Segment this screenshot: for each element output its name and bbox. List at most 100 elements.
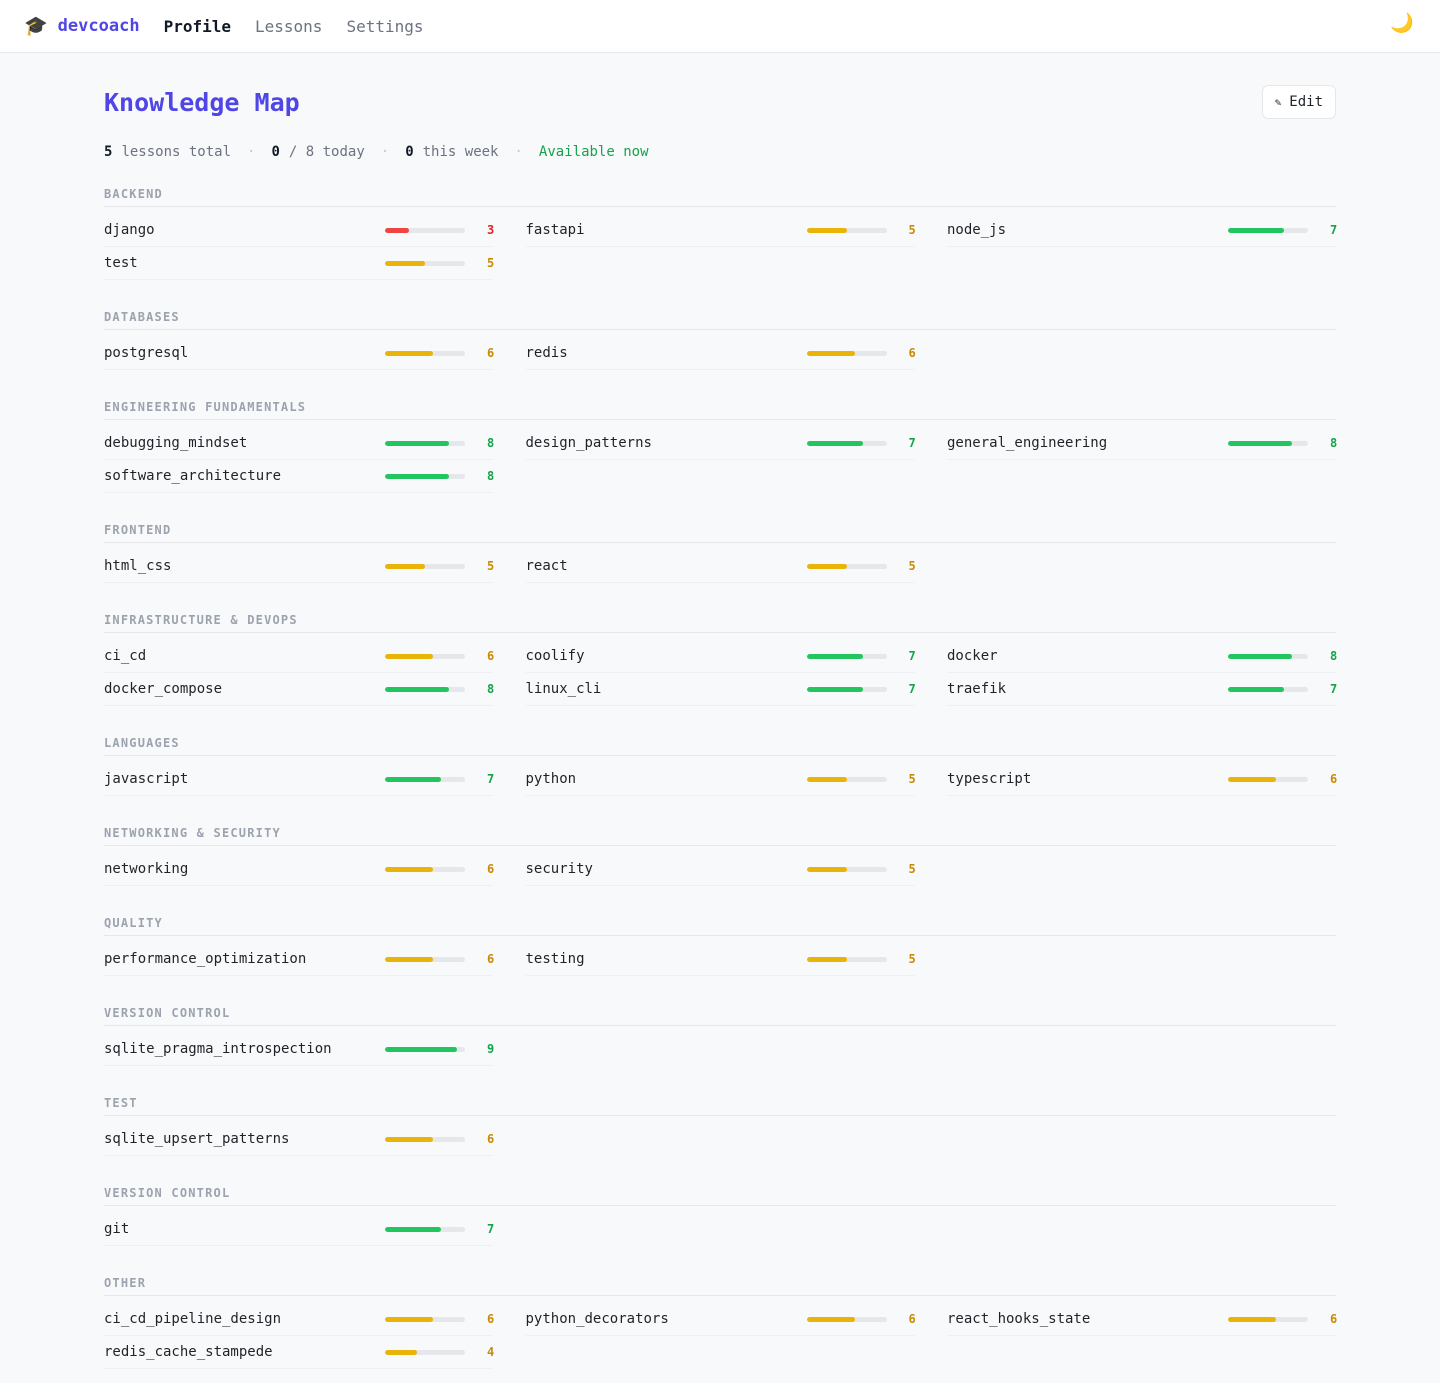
skill-score: 9 — [487, 1042, 495, 1056]
skill-row[interactable]: debugging_mindset 8 — [104, 427, 495, 460]
skill-progress-fill — [385, 1349, 417, 1355]
skill-row[interactable]: sqlite_upsert_patterns 6 — [104, 1123, 494, 1156]
skill-progress-fill — [385, 563, 425, 569]
lessons-count: 5 — [104, 144, 113, 160]
skill-grid: sqlite_upsert_patterns 6 — [104, 1123, 1336, 1156]
skill-name: ci_cd — [104, 648, 147, 664]
skill-row[interactable]: postgresql 6 — [104, 337, 494, 370]
skill-row[interactable]: git 7 — [104, 1213, 494, 1246]
skill-progress-bar — [1228, 653, 1308, 659]
skill-progress-fill — [385, 686, 449, 692]
skill-section: OTHER ci_cd_pipeline_design 6 python_decora… — [104, 1276, 1337, 1369]
skill-grid: performance_optimization 6 testing 5 — [104, 943, 1336, 976]
skill-progress-bar — [385, 866, 465, 872]
skill-progress-bar — [385, 260, 465, 266]
skill-row[interactable]: design_patterns 7 — [525, 427, 916, 460]
nav-link-profile[interactable]: Profile — [163, 16, 231, 36]
skill-row[interactable]: security 5 — [525, 853, 916, 886]
skill-row[interactable]: general_engineering 8 — [947, 427, 1337, 460]
brand-logo[interactable]: 🎓 devcoach — [24, 16, 140, 36]
skill-row[interactable]: coolify 7 — [525, 640, 916, 673]
section-title: QUALITY — [104, 916, 1336, 936]
skill-row[interactable]: linux_cli 7 — [525, 673, 916, 706]
skill-row[interactable]: software_architecture 8 — [104, 460, 494, 493]
today-count: 0 — [271, 144, 280, 160]
skill-score: 5 — [487, 559, 495, 573]
skill-row[interactable]: redis 6 — [525, 337, 916, 370]
nav-link-lessons[interactable]: Lessons — [255, 16, 323, 36]
moon-icon[interactable]: 🌙 — [1390, 12, 1414, 34]
skill-score: 7 — [908, 436, 916, 450]
skill-section: INFRASTRUCTURE & DEVOPS ci_cd 6 coolify 7 doc… — [104, 613, 1337, 706]
skill-row[interactable]: test 5 — [104, 247, 494, 280]
today-label: / 8 today — [288, 144, 365, 160]
skill-name: networking — [104, 861, 189, 877]
skill-name: testing — [525, 951, 585, 967]
skill-row[interactable]: html_css 5 — [104, 550, 495, 583]
skill-progress-fill — [385, 260, 425, 266]
skill-row[interactable]: javascript 7 — [104, 763, 495, 796]
skill-row[interactable]: redis_cache_stampede 4 — [104, 1336, 494, 1369]
skill-progress-fill — [806, 653, 863, 659]
skill-score: 5 — [908, 559, 916, 573]
skill-progress-fill — [806, 776, 847, 782]
skill-row[interactable]: networking 6 — [104, 853, 495, 886]
skill-row[interactable]: testing 5 — [525, 943, 916, 976]
skill-score: 7 — [908, 682, 916, 696]
separator: · — [514, 144, 523, 160]
skill-score: 7 — [908, 649, 916, 663]
availability-status: Available now — [538, 144, 649, 160]
section-title: ENGINEERING FUNDAMENTALS — [104, 400, 1336, 420]
brand-name: devcoach — [57, 16, 140, 36]
skill-score: 7 — [487, 772, 495, 786]
skill-progress-fill — [385, 473, 449, 479]
skill-progress-fill — [806, 956, 847, 962]
skill-row[interactable]: sqlite_pragma_introspection 9 — [104, 1033, 495, 1066]
edit-button[interactable]: ✎ Edit — [1261, 85, 1336, 119]
skill-name: coolify — [525, 648, 585, 664]
skill-row[interactable]: traefik 7 — [947, 673, 1337, 706]
skill-row[interactable]: performance_optimization 6 — [104, 943, 494, 976]
skill-progress-fill — [806, 563, 847, 569]
skill-row[interactable]: docker_compose 8 — [104, 673, 494, 706]
skill-progress-bar — [385, 1226, 465, 1232]
skill-name: javascript — [104, 771, 189, 787]
skill-progress-bar — [806, 956, 887, 962]
skill-progress-bar — [1228, 440, 1308, 446]
skill-section: QUALITY performance_optimization 6 testing 5 — [104, 916, 1336, 976]
skill-progress-bar — [1228, 776, 1308, 782]
skill-row[interactable]: ci_cd_pipeline_design 6 — [104, 1303, 494, 1336]
skill-row[interactable]: node_js 7 — [947, 214, 1337, 247]
skill-progress-fill — [385, 1136, 433, 1142]
skill-name: react_hooks_state — [947, 1311, 1091, 1327]
skill-score: 8 — [487, 436, 495, 450]
section-title: INFRASTRUCTURE & DEVOPS — [104, 613, 1336, 633]
skill-row[interactable]: python_decorators 6 — [525, 1303, 916, 1336]
knowledge-sections: BACKEND django 3 fastapi 5 node_js 7 test 5 DATAB… — [104, 187, 1337, 1383]
skill-row[interactable]: django 3 — [104, 214, 494, 247]
skill-progress-bar — [806, 563, 887, 569]
main-nav: Profile Lessons Settings — [164, 17, 424, 36]
skill-score: 6 — [487, 862, 495, 876]
skill-progress-bar — [385, 473, 465, 479]
skill-row[interactable]: react 5 — [525, 550, 916, 583]
skill-row[interactable]: python 5 — [525, 763, 916, 796]
skill-row[interactable]: docker 8 — [947, 640, 1337, 673]
skill-progress-fill — [385, 653, 433, 659]
skill-progress-fill — [1228, 776, 1276, 782]
page-title: Knowledge Map — [104, 88, 300, 117]
skill-progress-fill — [385, 866, 433, 872]
skill-row[interactable]: fastapi 5 — [525, 214, 916, 247]
skill-section: VERSION CONTROL git 7 — [104, 1186, 1336, 1246]
skill-progress-bar — [806, 653, 887, 659]
skill-row[interactable]: ci_cd 6 — [104, 640, 494, 673]
skill-section: LANGUAGES javascript 7 python 5 typescript 6 — [104, 736, 1337, 796]
section-title: BACKEND — [104, 187, 1336, 207]
skill-progress-bar — [385, 1316, 465, 1322]
skill-row[interactable]: typescript 6 — [947, 763, 1337, 796]
graduation-cap-icon: 🎓 — [24, 14, 48, 37]
skill-row[interactable]: react_hooks_state 6 — [947, 1303, 1337, 1336]
skill-name: performance_optimization — [104, 951, 307, 967]
nav-link-settings[interactable]: Settings — [346, 16, 424, 36]
skill-progress-bar — [806, 1316, 887, 1322]
